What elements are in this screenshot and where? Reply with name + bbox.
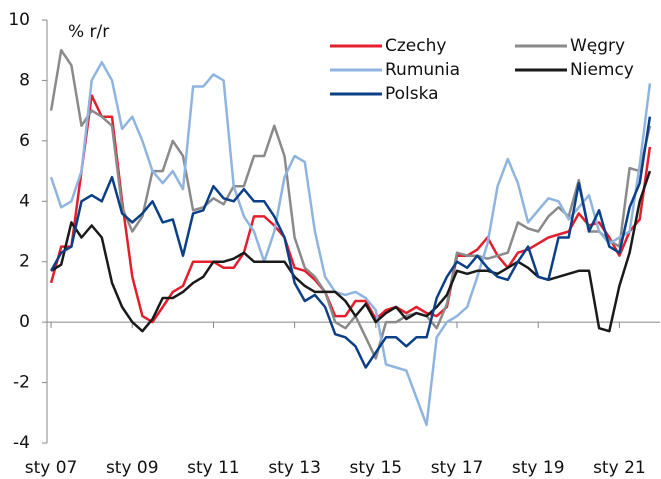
x-tick-label: sty 11 (187, 458, 240, 478)
y-tick-label: 8 (19, 70, 30, 90)
line-series (50, 170, 652, 333)
y-tick-label: 4 (19, 191, 30, 211)
legend-label: Węgry (570, 36, 625, 56)
y-tick-label: 0 (19, 312, 30, 332)
x-tick-label: sty 21 (593, 458, 646, 478)
y-tick-label: 2 (19, 252, 30, 272)
y-unit-label: % r/r (68, 22, 109, 42)
y-tick-label: -4 (13, 433, 30, 453)
legend-label: Niemcy (570, 60, 634, 80)
legend-label: Polska (385, 84, 439, 104)
x-tick-label: sty 13 (268, 458, 321, 478)
y-tick-label: 6 (19, 131, 30, 151)
x-tick-label: sty 17 (431, 458, 484, 478)
y-tick-label: -2 (13, 373, 30, 393)
x-tick-label: sty 19 (512, 458, 565, 478)
legend-label: Czechy (385, 36, 446, 56)
line-series (50, 116, 652, 369)
x-tick-label: sty 15 (350, 458, 403, 478)
y-tick-label: 10 (8, 10, 30, 30)
x-tick-label: sty 09 (106, 458, 159, 478)
x-tick-label: sty 07 (25, 458, 78, 478)
legend-label: Rumunia (385, 60, 460, 80)
line-series (49, 61, 652, 427)
line-series (49, 48, 652, 360)
